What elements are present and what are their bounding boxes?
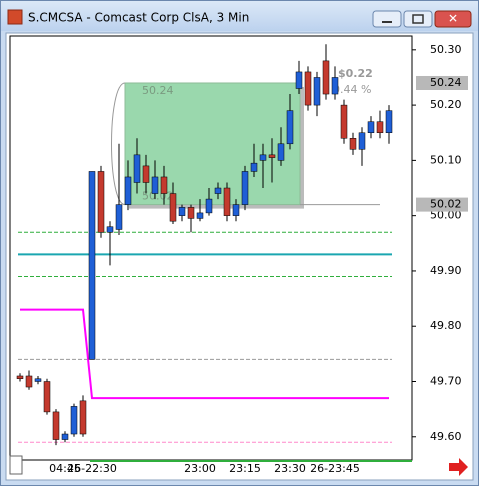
candle-body: [241, 171, 249, 205]
candle-body: [259, 154, 267, 161]
price-marker-label: 50.02: [430, 198, 462, 211]
box-high-label: 50.24: [142, 84, 174, 97]
candle-body: [187, 207, 195, 219]
window-title: S.CMCSA - Comcast Corp ClsA, 3 Min: [28, 11, 249, 25]
scroll-box[interactable]: [9, 455, 23, 475]
candle-body: [124, 176, 132, 205]
candle-body: [250, 162, 258, 172]
candle-body: [304, 71, 312, 106]
y-tick-label: 49.90: [430, 264, 462, 277]
candle-body: [160, 176, 168, 194]
candle-body: [151, 176, 159, 194]
candle-body: [61, 433, 69, 440]
scroll-arrow[interactable]: [449, 458, 468, 476]
candle-body: [97, 171, 105, 233]
window-icon[interactable]: [7, 9, 23, 25]
maximize-button[interactable]: [403, 10, 433, 28]
box-change-label: $0.22: [338, 67, 373, 80]
candle-body: [385, 110, 393, 133]
y-tick-label: 50.00: [430, 209, 462, 222]
x-tick-label: 26-23:45: [310, 462, 360, 475]
box-curve: [111, 82, 126, 206]
candle-body: [223, 187, 231, 216]
candle-body: [16, 375, 24, 379]
candle-body: [277, 143, 285, 161]
y-tick-label: 50.10: [430, 153, 462, 166]
candle-body: [88, 171, 96, 360]
candle-body: [232, 204, 240, 216]
candle-body: [286, 110, 294, 145]
y-tick-label: 49.80: [430, 319, 462, 332]
window-buttons: ✕: [372, 10, 472, 28]
candle-body: [340, 104, 348, 139]
candle-body: [331, 77, 339, 95]
indicator-line: [20, 308, 389, 400]
close-button[interactable]: [434, 10, 472, 28]
price-marker: [416, 197, 468, 212]
x-tick-label: 23:15: [229, 462, 261, 475]
candle-body: [34, 378, 42, 382]
x-tick-label: 23:00: [184, 462, 216, 475]
price-marker-label: 50.24: [430, 76, 462, 89]
x-tick-label: 23:30: [274, 462, 306, 475]
candle-body: [349, 138, 357, 150]
maximize-glyph: [412, 14, 424, 24]
close-glyph: ✕: [448, 12, 458, 26]
price-marker: [416, 75, 468, 90]
candle-body: [115, 204, 123, 230]
x-tick-label: 26-22:30: [67, 462, 117, 475]
candle-body: [70, 406, 78, 435]
candle-body: [376, 121, 384, 133]
y-tick-label: 50.20: [430, 98, 462, 111]
candle-body: [178, 207, 186, 216]
candle-body: [268, 154, 276, 158]
candle-body: [52, 411, 60, 440]
candle-body: [43, 381, 51, 413]
box-percent-label: 0.44 %: [333, 83, 371, 96]
candle-body: [106, 226, 114, 233]
candle-body: [313, 77, 321, 106]
candle-body: [25, 375, 33, 388]
candle-body: [142, 165, 150, 183]
candle-body: [295, 71, 303, 89]
candle-body: [196, 212, 204, 219]
candle-body: [79, 400, 87, 435]
measure-box: [124, 82, 301, 206]
candle-body: [358, 132, 366, 150]
candle-body: [133, 154, 141, 183]
x-tick-label: 04:45: [49, 462, 81, 475]
minimize-button[interactable]: [372, 10, 402, 28]
candle-body: [367, 121, 375, 133]
candle-body: [322, 60, 330, 95]
y-tick-label: 50.30: [430, 43, 462, 56]
candle-body: [169, 193, 177, 222]
candle-body: [205, 198, 213, 214]
y-tick-label: 49.60: [430, 430, 462, 443]
candle-body: [214, 187, 222, 194]
y-tick-label: 49.70: [430, 375, 462, 388]
